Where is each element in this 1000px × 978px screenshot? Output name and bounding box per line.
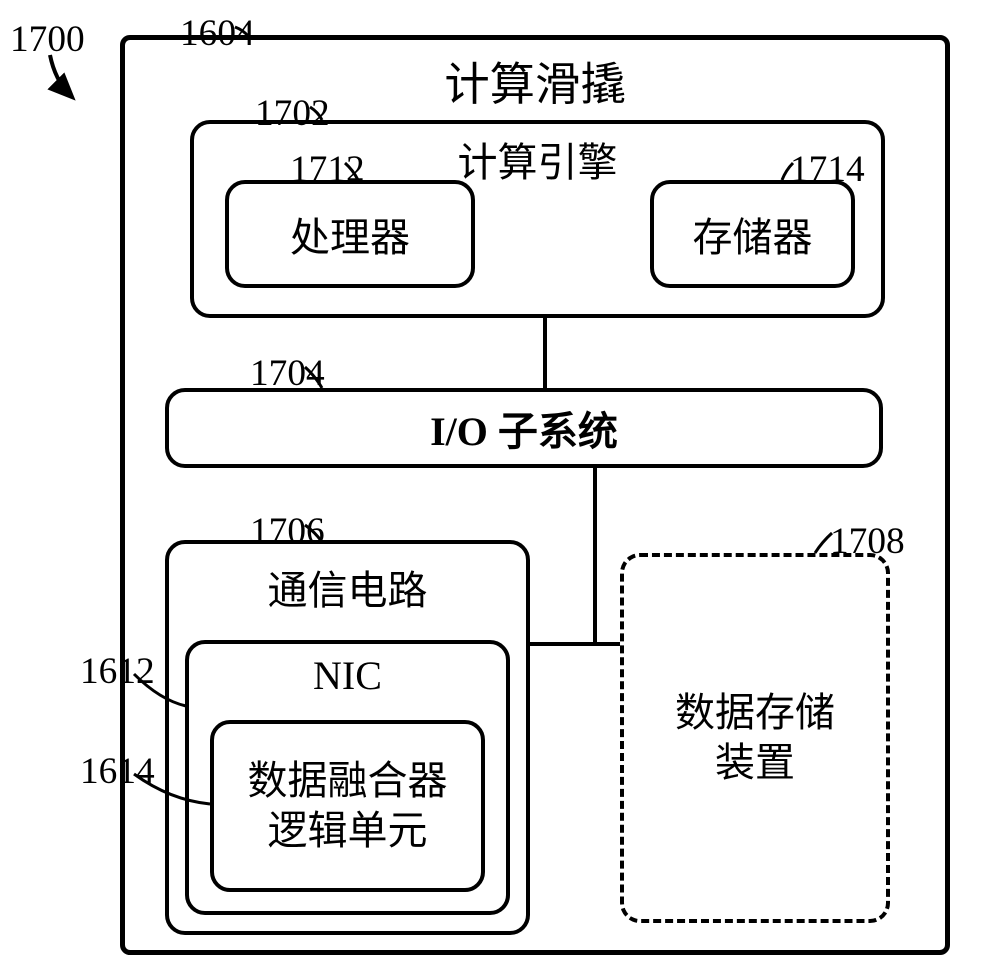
title-storage-line2: 装置: [715, 740, 795, 785]
title-processor: 处理器: [229, 205, 471, 263]
title-io: I/O 子系统: [169, 399, 879, 457]
title-memory: 存储器: [654, 205, 851, 263]
title-nic: NIC: [189, 652, 506, 699]
figure-arrow: [50, 55, 70, 95]
title-main: 计算滑撬: [125, 48, 945, 114]
ref-figure: 1700: [10, 18, 85, 61]
box-fuser: 数据融合器 逻辑单元: [210, 720, 485, 892]
title-fuser-line1: 数据融合器: [248, 758, 448, 803]
title-storage-line1: 数据存储: [675, 690, 835, 735]
box-processor: 处理器: [225, 180, 475, 288]
title-comm: 通信电路: [169, 558, 526, 616]
box-memory: 存储器: [650, 180, 855, 288]
title-storage: 数据存储 装置: [624, 688, 886, 788]
diagram-canvas: 1700 1604 1702 1712 1714 1704 1706 1708 …: [0, 0, 1000, 978]
title-fuser: 数据融合器 逻辑单元: [214, 756, 481, 856]
box-storage: 数据存储 装置: [620, 553, 890, 923]
box-io: I/O 子系统: [165, 388, 883, 468]
title-fuser-line2: 逻辑单元: [268, 808, 428, 853]
